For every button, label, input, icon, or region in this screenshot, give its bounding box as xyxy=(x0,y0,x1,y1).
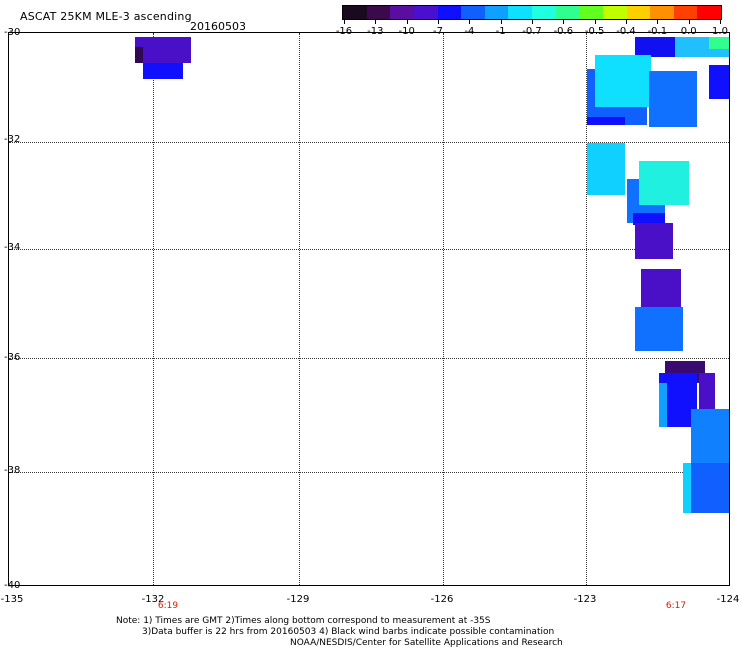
colorbar-label: -0.6 xyxy=(553,26,574,37)
x-label: -123 xyxy=(573,594,597,605)
x-label: -135 xyxy=(0,594,24,605)
colorbar-swatch xyxy=(366,6,391,19)
colorbar-swatch xyxy=(626,6,651,19)
map-date: 20160503 xyxy=(190,20,246,33)
swath-cell xyxy=(635,223,673,259)
colorbar-swatch xyxy=(484,6,509,19)
colorbar-label: -10 xyxy=(398,26,415,37)
colorbar-swatch xyxy=(555,6,580,19)
gridline-lon-129 xyxy=(299,33,300,585)
swath-cell xyxy=(135,47,143,63)
swath-cell xyxy=(709,37,729,49)
y-label: -38 xyxy=(4,465,21,476)
swath-cell xyxy=(143,63,183,79)
swath-cell xyxy=(135,37,191,63)
swath-cell xyxy=(649,71,697,127)
colorbar-swatch xyxy=(673,6,698,19)
gridline-lon-126 xyxy=(443,33,444,585)
colorbar-swatch xyxy=(343,6,367,19)
colorbar-tick xyxy=(626,20,627,24)
colorbar-label: 0.0 xyxy=(680,26,697,37)
swath-cell xyxy=(595,55,651,107)
colorbar-label: -0.5 xyxy=(584,26,605,37)
swath-cell xyxy=(659,383,667,427)
y-label: -34 xyxy=(4,242,21,253)
colorbar-label: -1 xyxy=(495,26,506,37)
gridline-lat-34 xyxy=(9,249,729,250)
colorbar-tick xyxy=(563,20,565,24)
colorbar-label: -0.7 xyxy=(522,26,542,37)
swath-cell xyxy=(639,161,689,205)
colorbar-swatch xyxy=(508,6,532,19)
colorbar-tick xyxy=(469,20,471,24)
colorbar-tick xyxy=(375,20,377,24)
colorbar xyxy=(342,5,722,20)
footer-credit: NOAA/NESDIS/Center for Satellite Applica… xyxy=(290,638,563,648)
colorbar-tick xyxy=(532,20,533,24)
gridline-lat-36 xyxy=(9,358,729,359)
map-title: ASCAT 25KM MLE-3 ascending xyxy=(20,10,192,23)
colorbar-label: -16 xyxy=(335,26,353,37)
footer-note-1: Note: 1) Times are GMT 2)Times along bot… xyxy=(116,616,491,626)
swath-cell xyxy=(709,65,729,99)
swath-cell xyxy=(683,463,691,513)
x-label: -132 xyxy=(141,594,165,605)
swath-cell xyxy=(587,143,625,195)
gridline-lon-132 xyxy=(153,33,154,585)
colorbar-swatch xyxy=(437,6,462,19)
x-label: -124 xyxy=(716,594,740,605)
colorbar-swatch xyxy=(579,6,603,19)
colorbar-swatch xyxy=(390,6,414,19)
x-label: -129 xyxy=(286,594,310,605)
colorbar-label: -13 xyxy=(367,26,384,37)
gridline-lat-38 xyxy=(9,472,729,473)
swath-cell xyxy=(699,373,715,409)
time-label: 6:17 xyxy=(665,601,687,611)
colorbar-swatch xyxy=(532,6,556,19)
swath-cell xyxy=(633,213,665,225)
colorbar-tick xyxy=(500,20,502,24)
colorbar-swatch xyxy=(650,6,674,19)
colorbar-tick xyxy=(344,20,345,24)
colorbar-tick xyxy=(657,20,659,24)
footer-note-2: 3)Data buffer is 22 hrs from 20160503 4)… xyxy=(142,627,555,637)
colorbar-tick xyxy=(720,20,721,24)
colorbar-swatch xyxy=(697,6,721,19)
colorbar-swatch xyxy=(461,6,485,19)
y-label: -40 xyxy=(4,580,21,591)
colorbar-label: -0.1 xyxy=(647,26,668,37)
time-label: 6:19 xyxy=(157,601,179,611)
colorbar-tick xyxy=(594,20,596,24)
colorbar-label: -4 xyxy=(464,26,475,37)
x-label: -126 xyxy=(430,594,454,605)
gridline-lon-123 xyxy=(586,33,587,585)
colorbar-tick xyxy=(438,20,439,24)
colorbar-swatch xyxy=(413,6,438,19)
colorbar-swatch xyxy=(602,6,627,19)
swath-cell xyxy=(635,307,683,351)
y-label: -30 xyxy=(4,27,21,38)
y-label: -36 xyxy=(4,352,21,363)
swath-cell xyxy=(641,269,681,307)
gridline-lat-32 xyxy=(9,142,729,143)
colorbar-label: 1.0 xyxy=(712,26,728,37)
colorbar-label: -0.4 xyxy=(616,26,636,37)
y-label: -32 xyxy=(4,134,21,145)
colorbar-tick xyxy=(688,20,690,24)
colorbar-tick xyxy=(406,20,408,24)
swath-cell xyxy=(587,117,625,125)
swath-cell xyxy=(691,409,729,467)
map-plot xyxy=(8,32,730,586)
colorbar-label: -7 xyxy=(433,26,443,37)
